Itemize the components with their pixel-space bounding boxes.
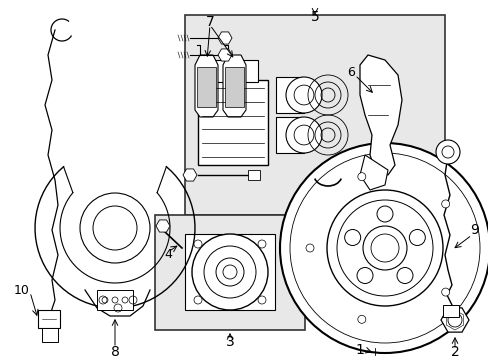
Text: 1: 1 bbox=[355, 343, 364, 357]
Bar bbox=[275, 117, 304, 153]
Circle shape bbox=[293, 125, 313, 145]
Circle shape bbox=[396, 267, 412, 284]
Circle shape bbox=[192, 234, 267, 310]
Circle shape bbox=[435, 140, 459, 164]
Bar bbox=[207, 60, 258, 82]
Polygon shape bbox=[197, 67, 216, 107]
Circle shape bbox=[289, 153, 479, 343]
Circle shape bbox=[293, 85, 313, 105]
Bar bbox=[275, 77, 304, 113]
Circle shape bbox=[216, 258, 244, 286]
Circle shape bbox=[194, 296, 202, 304]
Polygon shape bbox=[195, 55, 218, 117]
Circle shape bbox=[280, 143, 488, 353]
Bar bbox=[155, 215, 305, 330]
Circle shape bbox=[336, 200, 432, 296]
Circle shape bbox=[203, 246, 256, 298]
Bar bbox=[184, 234, 274, 310]
Circle shape bbox=[258, 296, 265, 304]
Circle shape bbox=[80, 193, 150, 263]
Text: 7: 7 bbox=[205, 15, 214, 29]
Circle shape bbox=[362, 226, 406, 270]
Circle shape bbox=[194, 240, 202, 248]
Circle shape bbox=[357, 315, 365, 323]
Polygon shape bbox=[224, 67, 244, 107]
Text: 5: 5 bbox=[310, 10, 319, 24]
Bar bbox=[198, 80, 267, 165]
Text: 8: 8 bbox=[110, 345, 119, 359]
Bar bbox=[38, 310, 60, 328]
Bar bbox=[442, 305, 458, 317]
Circle shape bbox=[376, 206, 392, 222]
Circle shape bbox=[344, 229, 360, 246]
Polygon shape bbox=[223, 55, 245, 117]
Circle shape bbox=[441, 200, 449, 208]
Text: 9: 9 bbox=[469, 223, 478, 237]
Circle shape bbox=[357, 173, 365, 181]
Polygon shape bbox=[359, 55, 401, 175]
Bar bbox=[42, 328, 58, 342]
Circle shape bbox=[223, 265, 237, 279]
Circle shape bbox=[285, 77, 321, 113]
Circle shape bbox=[370, 234, 398, 262]
Circle shape bbox=[326, 190, 442, 306]
Text: 6: 6 bbox=[346, 66, 354, 78]
Circle shape bbox=[305, 244, 313, 252]
Bar bbox=[184, 15, 444, 215]
Circle shape bbox=[93, 206, 137, 250]
Text: 4: 4 bbox=[164, 248, 172, 261]
Circle shape bbox=[441, 288, 449, 296]
Text: 10: 10 bbox=[14, 284, 30, 297]
Text: 3: 3 bbox=[225, 335, 234, 349]
Circle shape bbox=[408, 229, 425, 246]
Text: 2: 2 bbox=[450, 345, 458, 359]
Polygon shape bbox=[359, 155, 387, 190]
Circle shape bbox=[285, 117, 321, 153]
Circle shape bbox=[356, 267, 372, 284]
Bar bbox=[247, 170, 260, 180]
Bar bbox=[97, 290, 133, 310]
Circle shape bbox=[258, 240, 265, 248]
